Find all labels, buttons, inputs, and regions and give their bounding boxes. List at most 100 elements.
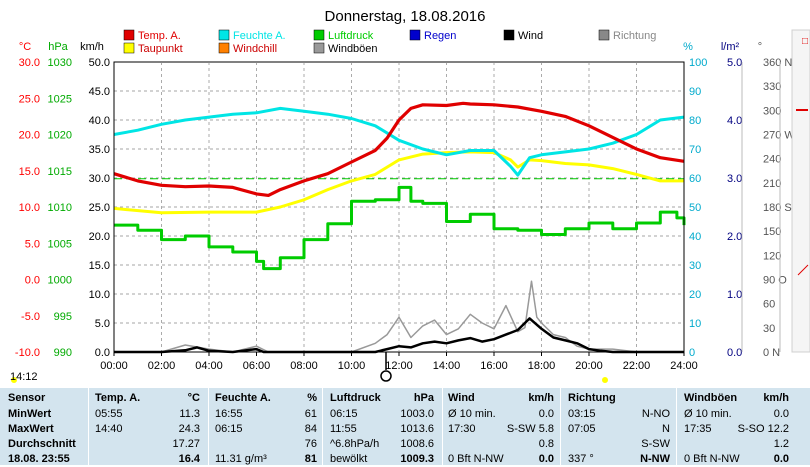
y-tick-label: 25.0 <box>19 93 40 105</box>
stats-cell: N-NO <box>641 408 670 420</box>
stats-header-cell: °C <box>187 392 200 404</box>
y-tick-label: 990 <box>54 347 72 359</box>
stats-cell: 0.0 <box>538 408 554 420</box>
y-tick-label: 150 <box>763 226 781 238</box>
y-tick-label: 100 <box>689 57 707 69</box>
stats-cell: 11.3 <box>179 408 200 420</box>
x-tick-label: 06:00 <box>243 360 271 372</box>
y-tick-label: 0.0 <box>727 347 742 359</box>
stats-cell: 0.0 <box>773 408 789 420</box>
axis-unit-label: km/h <box>80 41 104 53</box>
stats-cell: bewölkt <box>330 453 368 465</box>
stats-row: 18.08. 23:55 16.4 11.31 g/m³ 81 bewölkt 1009.… <box>0 452 810 467</box>
legend-swatch <box>598 29 610 41</box>
decorations: □ <box>11 29 810 383</box>
stats-row: Durchschnitt 17.27 76 ^6.8hPa/h 1008.6 0.8 S-S… <box>0 437 810 452</box>
x-tick-label: 22:00 <box>623 360 651 372</box>
stats-header-cell: Sensor <box>8 392 46 404</box>
stats-cell: 17.27 <box>172 438 200 450</box>
stats-cell: 0.8 <box>538 438 554 450</box>
legend-label: Regen <box>424 30 456 42</box>
stats-header-cell: Feuchte A. <box>215 392 271 404</box>
y-tick-label: 180 S <box>763 202 792 214</box>
stats-cell: 05:55 <box>95 408 123 420</box>
stats-cell: S-SO 12.2 <box>737 423 789 435</box>
y-tick-label: 10 <box>689 318 701 330</box>
stats-row: MaxWert 14:40 24.3 06:15 84 11:55 1013.6 17:30 S… <box>0 422 810 437</box>
y-tick-label: 50 <box>689 202 701 214</box>
legend-label: Taupunkt <box>138 43 183 55</box>
stats-cell: 07:05 <box>568 423 596 435</box>
y-tick-label: 70 <box>689 144 701 156</box>
y-tick-label: 240 <box>763 154 781 166</box>
y-tick-label: 20.0 <box>89 231 110 243</box>
y-tick-label: 50.0 <box>89 57 110 69</box>
stats-cell: Ø 10 min. <box>448 408 496 420</box>
x-tick-label: 08:00 <box>290 360 318 372</box>
y-tick-label: 10.0 <box>19 202 40 214</box>
stats-cell: ^6.8hPa/h <box>330 438 380 450</box>
legend-swatch <box>313 42 325 54</box>
series-line-windb-en <box>114 280 684 353</box>
legend-swatch <box>503 29 515 41</box>
x-tick-label: 14:00 <box>433 360 461 372</box>
stats-cell: 1009.3 <box>400 453 434 465</box>
y-tick-label: 80 <box>689 115 701 127</box>
y-tick-label: 5.0 <box>25 238 40 250</box>
stats-header-cell: km/h <box>528 392 554 404</box>
stats-cell: 1003.0 <box>400 408 434 420</box>
axes: 00:00 02:00 04:00 06:00 08:00 10:00 12:00 14:00… <box>15 57 795 372</box>
stats-header-cell: Temp. A. <box>95 392 141 404</box>
y-tick-label: 0.0 <box>25 275 40 287</box>
y-tick-label: 90 <box>689 86 701 98</box>
x-tick-label: 10:00 <box>338 360 366 372</box>
y-tick-label: -10.0 <box>15 347 40 359</box>
legend-label: Luftdruck <box>328 30 374 42</box>
stats-cell: 1008.6 <box>400 438 434 450</box>
y-tick-label: 1010 <box>48 202 72 214</box>
stats-row-label: MinWert <box>8 408 52 420</box>
stats-cell: 16:55 <box>215 408 243 420</box>
stats-cell: 24.3 <box>178 423 200 435</box>
stats-cell: 0.0 <box>538 453 554 465</box>
stats-cell: 03:15 <box>568 408 596 420</box>
legend-label: Richtung <box>613 30 656 42</box>
series-line-luftdruck <box>114 185 686 271</box>
y-tick-label: 1000 <box>48 275 72 287</box>
stats-table: Sensor Temp. A. °C Feuchte A.% Luftdruck hPa W… <box>0 388 810 465</box>
y-tick-label: 4.0 <box>727 115 742 127</box>
stats-cell: 1013.6 <box>400 423 434 435</box>
y-tick-label: 0 N <box>763 347 780 359</box>
stats-cell: 0.0 <box>773 453 789 465</box>
legend-swatch <box>218 42 230 54</box>
axis-unit-label: l/m² <box>721 41 740 53</box>
stats-cell: 0 Bft N-NW <box>684 453 740 465</box>
stats-row-label: 18.08. 23:55 <box>8 453 70 465</box>
stats-cell: 84 <box>304 423 317 435</box>
y-tick-label: 15.0 <box>19 166 40 178</box>
legend-swatch <box>123 42 135 54</box>
stats-cell: 11.31 g/m³ <box>215 453 267 465</box>
legend-swatch <box>313 29 325 41</box>
y-tick-label: 2.0 <box>727 231 742 243</box>
legend-label: Windböen <box>328 43 378 55</box>
y-tick-label: 270 W <box>763 130 795 142</box>
y-tick-label: 20 <box>689 289 701 301</box>
marker-circle <box>380 370 392 382</box>
stats-cell: 76 <box>304 438 317 450</box>
stats-cell: 81 <box>304 453 317 465</box>
y-tick-label: 330 <box>763 81 781 93</box>
legend-label: Temp. A. <box>138 30 181 42</box>
stats-header-cell: % <box>307 392 317 404</box>
axis-unit-label: hPa <box>48 41 68 53</box>
stats-cell: 17:35 <box>684 423 712 435</box>
y-tick-label: 30.0 <box>19 57 40 69</box>
stats-cell: N-NW <box>640 453 670 465</box>
x-tick-label: 12:00 <box>385 360 413 372</box>
axis-unit-label: % <box>683 41 693 53</box>
stats-row: MinWert 05:55 11.3 16:55 61 06:15 1003.0 Ø 10 m… <box>0 407 810 422</box>
x-tick-label: 20:00 <box>575 360 603 372</box>
y-tick-label: 1025 <box>48 93 72 105</box>
legend-label: Wind <box>518 30 543 42</box>
stats-cell: 61 <box>304 408 317 420</box>
